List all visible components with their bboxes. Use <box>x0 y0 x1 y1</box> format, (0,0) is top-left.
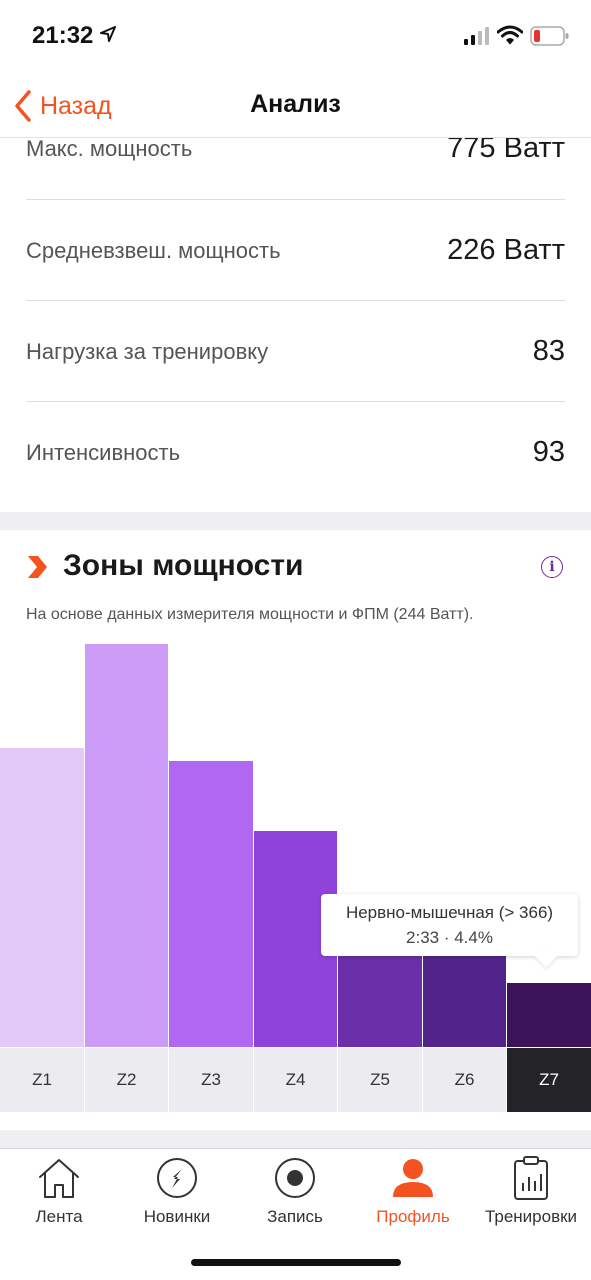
stat-label: Нагрузка за тренировку <box>26 339 269 364</box>
stat-label: Макс. мощность <box>26 138 193 161</box>
power-zones-title: Зоны мощности <box>63 549 304 582</box>
stat-row-intensity: Интенсивность 93 <box>26 402 565 503</box>
tab-training[interactable]: Тренировки <box>472 1155 590 1235</box>
back-button[interactable]: Назад <box>14 86 112 126</box>
tab-label: Профиль <box>376 1207 450 1226</box>
tab-record[interactable]: Запись <box>236 1155 354 1235</box>
zone-label-z1[interactable]: Z1 <box>0 1048 84 1112</box>
tab-bar: Лента Новинки Запись Профиль Трениро <box>0 1148 591 1280</box>
tooltip-title: Нервно-мышечная (> 366) <box>345 903 554 922</box>
stat-row-weighted-power: Средневзвеш. мощность 226 Ватт <box>26 200 565 301</box>
zone-label-z4[interactable]: Z4 <box>254 1048 337 1112</box>
chevron-right-icon <box>28 556 47 578</box>
back-button-label: Назад <box>40 91 112 120</box>
zone-label-z5[interactable]: Z5 <box>338 1048 422 1112</box>
zone-bar-z5[interactable] <box>338 949 422 1047</box>
navigation-bar: Назад Анализ <box>0 72 591 138</box>
stat-label: Интенсивность <box>26 440 181 465</box>
tab-profile[interactable]: Профиль <box>354 1155 472 1235</box>
tab-feed[interactable]: Лента <box>0 1155 118 1235</box>
tab-label: Тренировки <box>484 1207 578 1226</box>
location-arrow-icon <box>100 26 116 42</box>
tab-label: Запись <box>267 1207 323 1226</box>
page-title: Анализ <box>250 90 341 118</box>
wifi-icon <box>497 25 523 45</box>
cellular-signal-icon <box>464 27 489 45</box>
zone-tooltip: Нервно-мышечная (> 366) 2:33 · 4.4% <box>321 894 578 968</box>
zone-bar-z6[interactable] <box>423 949 506 1047</box>
stat-value: 93 <box>532 436 565 468</box>
zone-label-z6[interactable]: Z6 <box>423 1048 506 1112</box>
zone-bar-z2[interactable] <box>85 644 168 1047</box>
tab-label: Новинки <box>143 1207 211 1226</box>
stat-value: 83 <box>532 335 565 367</box>
stats-card: Макс. мощность 775 Ватт Средневзвеш. мощ… <box>0 138 591 512</box>
zone-bar-z1[interactable] <box>0 748 84 1047</box>
tooltip-detail: 2:33 · 4.4% <box>406 928 493 947</box>
home-icon <box>39 1159 79 1198</box>
power-zones-chart: Z1 Z2 Z3 Z4 Z5 Z6 Z7 <box>0 640 591 1112</box>
battery-low-icon <box>530 26 569 46</box>
chevron-left-icon <box>15 90 31 122</box>
info-icon[interactable]: i <box>541 556 563 578</box>
training-log-icon <box>514 1156 548 1200</box>
record-icon <box>275 1158 315 1198</box>
tab-explore[interactable]: Новинки <box>118 1155 236 1235</box>
zone-bar-z3[interactable] <box>169 761 253 1047</box>
zone-label-z2[interactable]: Z2 <box>85 1048 168 1112</box>
stat-label: Средневзвеш. мощность <box>26 238 281 263</box>
home-indicator <box>191 1259 401 1266</box>
stat-row-training-load: Нагрузка за тренировку 83 <box>26 301 565 402</box>
stat-value: 775 Ватт <box>447 138 565 164</box>
stat-row-max-power: Макс. мощность 775 Ватт <box>26 138 565 200</box>
profile-icon <box>393 1159 433 1197</box>
compass-icon <box>157 1158 197 1198</box>
status-bar: 21:32 <box>0 0 591 72</box>
stat-value: 226 Ватт <box>447 234 565 266</box>
status-time: 21:32 <box>32 22 94 49</box>
zone-label-z3[interactable]: Z3 <box>169 1048 253 1112</box>
zone-bar-z7[interactable] <box>507 983 591 1047</box>
tab-label: Лента <box>35 1207 83 1226</box>
zone-label-z7[interactable]: Z7 <box>507 1048 591 1112</box>
power-zones-subtitle: На основе данных измерителя мощности и Ф… <box>26 606 474 623</box>
